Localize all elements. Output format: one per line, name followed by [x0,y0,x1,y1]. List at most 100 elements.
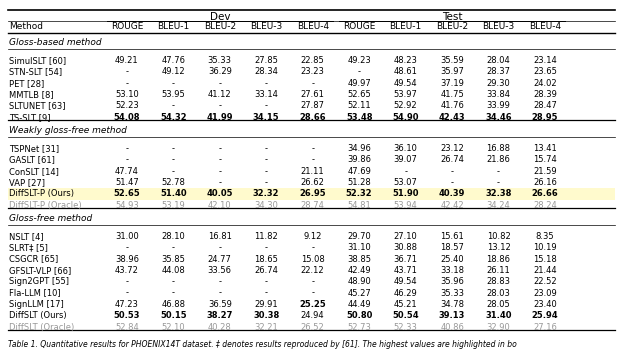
Text: 32.38: 32.38 [485,189,512,198]
Text: 39.86: 39.86 [347,155,371,164]
Text: -: - [311,277,314,286]
Text: 22.85: 22.85 [301,56,324,65]
Text: 37.19: 37.19 [440,79,464,88]
Text: 48.23: 48.23 [394,56,417,65]
Text: -: - [311,79,314,88]
Text: 35.59: 35.59 [440,56,464,65]
Text: 25.40: 25.40 [440,254,464,263]
Text: 54.08: 54.08 [113,113,140,122]
Text: 53.19: 53.19 [161,201,185,210]
Text: BLEU-4: BLEU-4 [529,22,561,31]
Text: 23.14: 23.14 [533,56,557,65]
Text: 44.49: 44.49 [348,300,371,309]
Text: BLEU-2: BLEU-2 [204,22,236,31]
Text: 35.97: 35.97 [440,67,464,76]
Text: GFSLT-VLP [66]: GFSLT-VLP [66] [9,266,71,275]
Text: TS-SLT [9]: TS-SLT [9] [9,113,51,122]
Text: GASLT [61]: GASLT [61] [9,155,54,164]
Text: 50.54: 50.54 [392,311,419,320]
Text: Gloss-free method: Gloss-free method [9,214,92,223]
Text: 49.97: 49.97 [348,79,371,88]
Text: 52.65: 52.65 [113,189,140,198]
Text: -: - [311,155,314,164]
Text: 31.10: 31.10 [348,243,371,252]
Text: 28.34: 28.34 [254,67,278,76]
Text: 35.33: 35.33 [208,56,232,65]
Text: Sign2GPT [55]: Sign2GPT [55] [9,277,69,286]
Text: 39.07: 39.07 [394,155,417,164]
Text: 35.85: 35.85 [161,254,185,263]
Text: DiffSLT (Oracle): DiffSLT (Oracle) [9,322,74,332]
Text: 26.11: 26.11 [486,266,511,275]
Text: 51.90: 51.90 [392,189,419,198]
Text: 26.95: 26.95 [300,189,326,198]
Text: 22.12: 22.12 [301,266,324,275]
Text: 53.97: 53.97 [394,90,417,99]
Text: 44.08: 44.08 [161,266,185,275]
Text: 53.48: 53.48 [346,113,372,122]
Text: 28.04: 28.04 [486,56,511,65]
Text: 47.69: 47.69 [348,166,371,176]
Text: 48.90: 48.90 [348,277,371,286]
Text: -: - [172,79,175,88]
Text: 42.10: 42.10 [208,201,232,210]
Text: -: - [125,144,129,153]
Text: 28.24: 28.24 [533,201,557,210]
Text: -: - [218,243,221,252]
Text: Gloss-based method: Gloss-based method [9,38,102,47]
Text: 10.82: 10.82 [486,232,511,241]
Text: SimulSLT [60]: SimulSLT [60] [9,56,66,65]
Text: BLEU-1: BLEU-1 [157,22,189,31]
Text: 42.42: 42.42 [440,201,464,210]
Text: 27.85: 27.85 [254,56,278,65]
Text: 13.41: 13.41 [533,144,557,153]
Text: 15.08: 15.08 [301,254,324,263]
FancyBboxPatch shape [8,310,614,322]
Text: -: - [218,178,221,187]
Text: 18.57: 18.57 [440,243,464,252]
Text: -: - [218,277,221,286]
Text: 32.32: 32.32 [253,189,280,198]
Text: 42.43: 42.43 [439,113,465,122]
Text: 52.78: 52.78 [161,178,185,187]
Text: 27.10: 27.10 [394,232,417,241]
Text: NSLT [4]: NSLT [4] [9,232,44,241]
Text: -: - [311,243,314,252]
Text: DiffSLT (Ours): DiffSLT (Ours) [9,311,67,320]
Text: -: - [265,277,268,286]
Text: 13.12: 13.12 [486,243,511,252]
Text: 24.94: 24.94 [301,311,324,320]
Text: -: - [497,166,500,176]
Text: -: - [218,101,221,110]
Text: 11.82: 11.82 [254,232,278,241]
Text: 36.59: 36.59 [208,300,232,309]
Text: 48.61: 48.61 [394,67,417,76]
Text: 36.29: 36.29 [208,67,232,76]
Text: 31.40: 31.40 [485,311,512,320]
Text: -: - [172,155,175,164]
Text: 52.33: 52.33 [394,322,417,332]
Text: -: - [125,289,129,298]
Text: Fla-LLM [10]: Fla-LLM [10] [9,289,60,298]
Text: 33.18: 33.18 [440,266,464,275]
Text: 23.65: 23.65 [533,67,557,76]
Text: -: - [125,155,129,164]
Text: 24.77: 24.77 [208,254,232,263]
Text: SLTUNET [63]: SLTUNET [63] [9,101,65,110]
Text: 26.74: 26.74 [254,266,278,275]
Text: 52.65: 52.65 [348,90,371,99]
Text: 28.37: 28.37 [486,67,511,76]
Text: 54.93: 54.93 [115,201,139,210]
Text: 41.99: 41.99 [207,113,233,122]
Text: 47.76: 47.76 [161,56,186,65]
Text: 28.47: 28.47 [533,101,557,110]
Text: MMTLB [8]: MMTLB [8] [9,90,54,99]
Text: 28.39: 28.39 [533,90,557,99]
Text: -: - [172,243,175,252]
Text: 47.23: 47.23 [115,300,139,309]
Text: 26.52: 26.52 [301,322,324,332]
Text: 28.03: 28.03 [486,289,511,298]
Text: 50.15: 50.15 [160,311,187,320]
Text: 52.10: 52.10 [161,322,185,332]
Text: 33.14: 33.14 [254,90,278,99]
